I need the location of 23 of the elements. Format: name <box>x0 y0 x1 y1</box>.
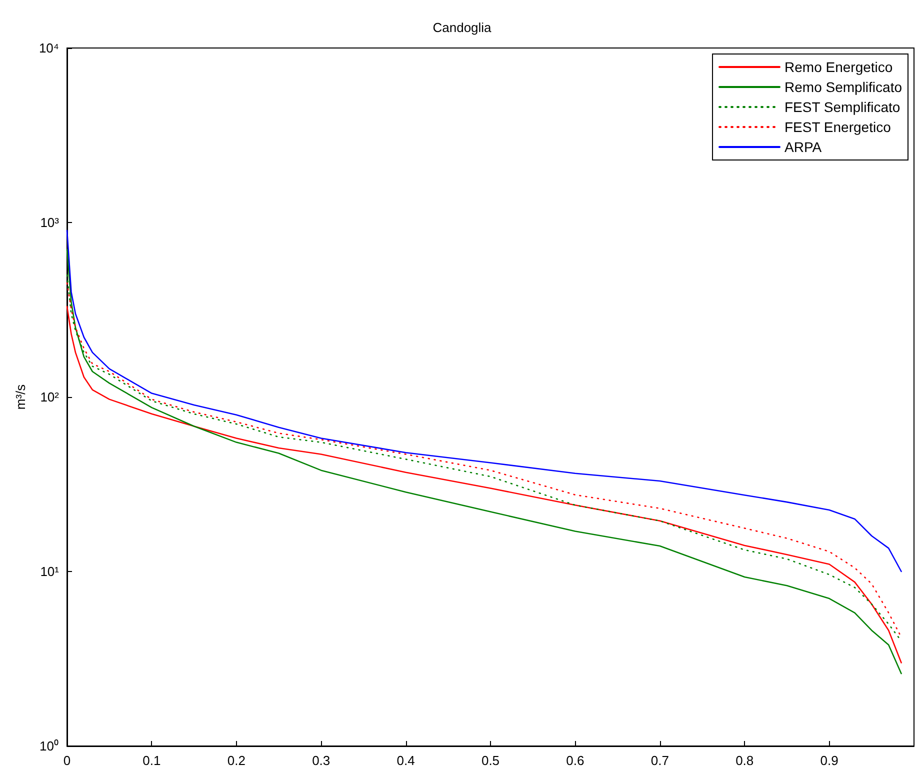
y-axis-title: m³/s <box>13 384 28 410</box>
x-tick-label: 0.2 <box>227 753 246 768</box>
legend-label: Remo Energetico <box>784 59 893 75</box>
legend-label: FEST Semplificato <box>784 99 900 115</box>
x-tick-label: 0.8 <box>736 753 754 768</box>
y-tick-label: 10² <box>40 390 60 404</box>
legend-label: Remo Semplificato <box>784 79 902 95</box>
x-tick-label: 0.6 <box>566 753 584 768</box>
y-tick-label: 10¹ <box>40 564 60 579</box>
x-tick-label: 0.9 <box>820 753 838 768</box>
x-tick-label: 0.4 <box>396 753 415 768</box>
y-tick-label: 10⁴ <box>38 40 59 56</box>
x-tick-label: 0.1 <box>142 753 161 768</box>
x-tick-label: 0 <box>63 753 71 768</box>
line-series <box>66 230 902 572</box>
chart-title: Candoglia <box>432 20 492 35</box>
y-tick-label: 10⁰ <box>40 738 59 754</box>
x-tick-label: 0.3 <box>312 753 330 768</box>
x-tick-label: 0.5 <box>481 753 500 768</box>
y-tick-label: 10³ <box>40 215 60 230</box>
legend-label: FEST Energetico <box>784 119 892 135</box>
legend-label: ARPA <box>784 139 822 155</box>
x-tick-label: 0.7 <box>650 753 669 768</box>
